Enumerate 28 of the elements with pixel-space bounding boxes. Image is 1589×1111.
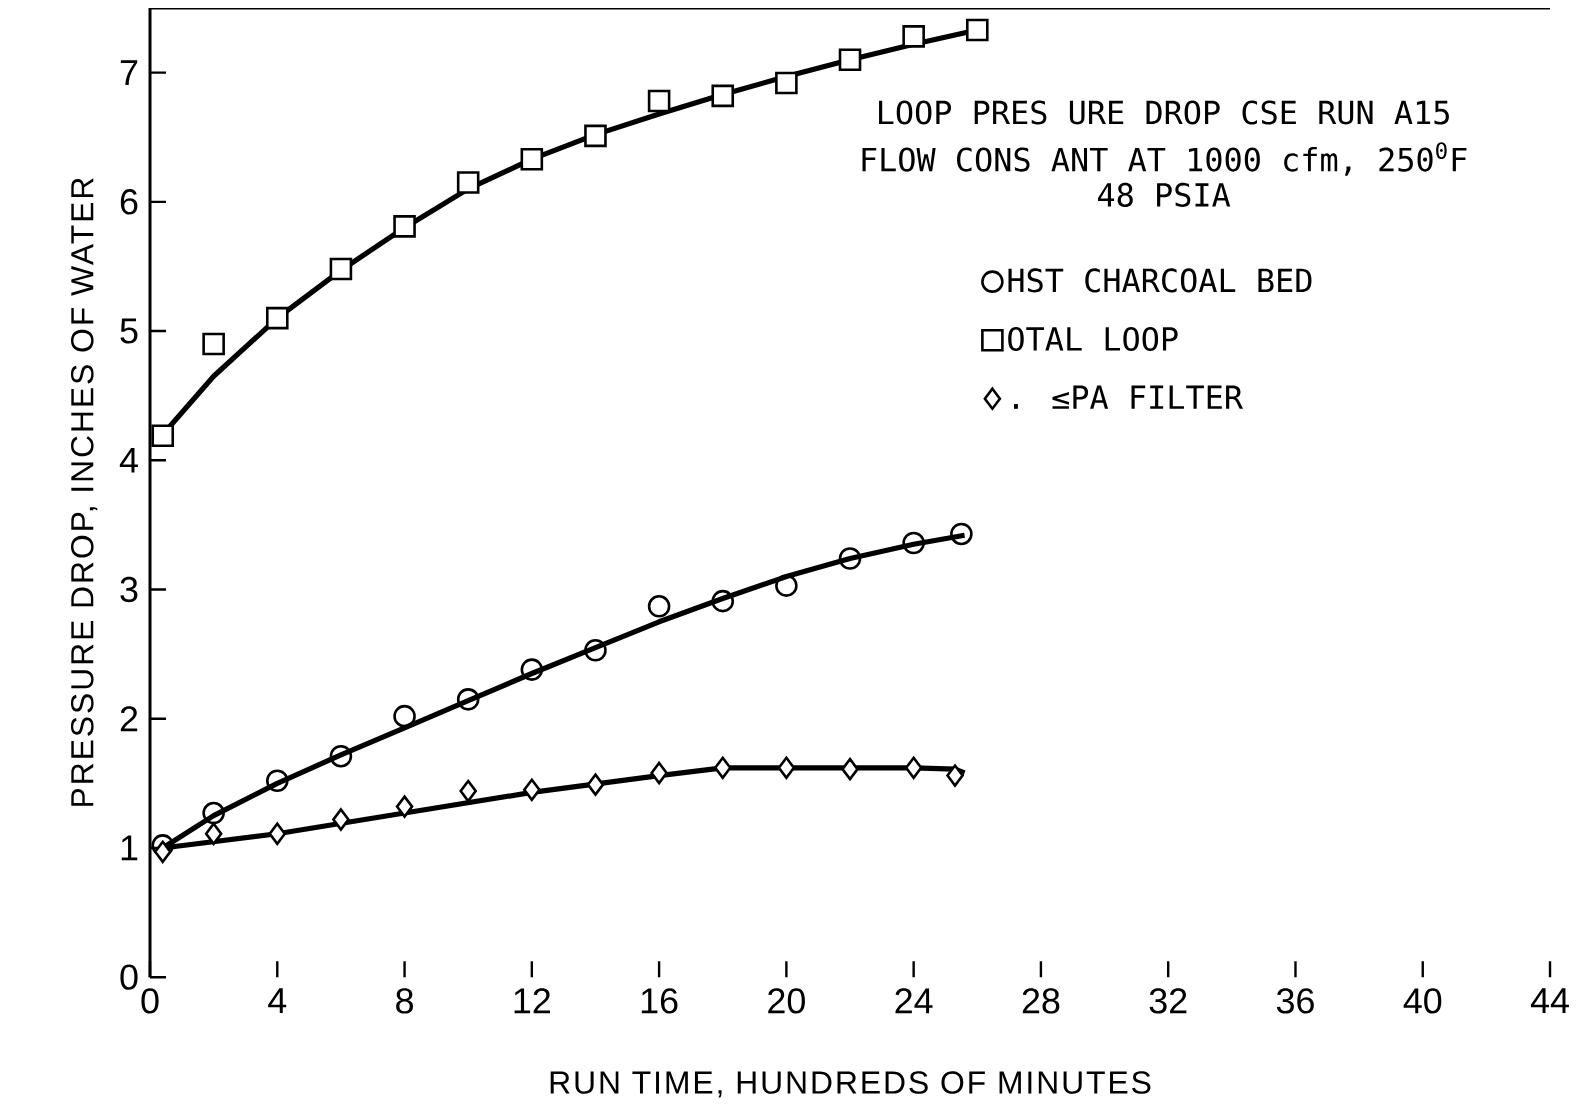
x-tick-label: 16 — [641, 988, 678, 1014]
text: LOOP PRES URE DROP CSE RUN A15 — [879, 100, 1449, 125]
x-tick-label: 28 — [1022, 988, 1060, 1014]
legend-label: OTAL LOOP — [1008, 326, 1178, 352]
y-tick-label: 6 — [120, 189, 138, 215]
x-tick-label: 24 — [895, 988, 933, 1014]
x-tick-label: 12 — [514, 988, 550, 1014]
x-tick-label: 20 — [768, 988, 805, 1014]
x-tick-label: 4 — [268, 988, 287, 1013]
annotation: 48 PSIA — [1098, 182, 1231, 207]
y-tick-label: 0 — [120, 964, 138, 990]
x-tick-label: 0 — [141, 988, 159, 1014]
legend-label: HST CHARCOAL BED — [1008, 268, 1312, 293]
y-tick-label: 2 — [120, 706, 138, 732]
y-tick-label: 3 — [120, 576, 138, 603]
y-tick-label: 4 — [119, 447, 138, 473]
y-tick-label: 7 — [120, 60, 138, 85]
x-tick-label: 36 — [1276, 988, 1314, 1014]
x-tick-label: 32 — [1149, 988, 1187, 1014]
x-tick-label: 40 — [1403, 988, 1442, 1014]
y-tick-label: 1 — [121, 835, 138, 861]
y-axis-title: PRESSURE DROP, INCHES OF WATER — [71, 178, 98, 806]
x-tick-label: 8 — [396, 988, 413, 1014]
text: FLOW CONS ANT AT 1000 cfm, 250$^{0}$F — [862, 142, 1467, 176]
y-tick-label: 5 — [120, 318, 138, 344]
legend-label: . ≤PA FILTER — [1014, 385, 1244, 409]
x-tick-label: 44 — [1530, 988, 1569, 1013]
x-axis-title: RUN TIME, HUNDREDS OF MINUTES — [550, 1071, 1151, 1098]
